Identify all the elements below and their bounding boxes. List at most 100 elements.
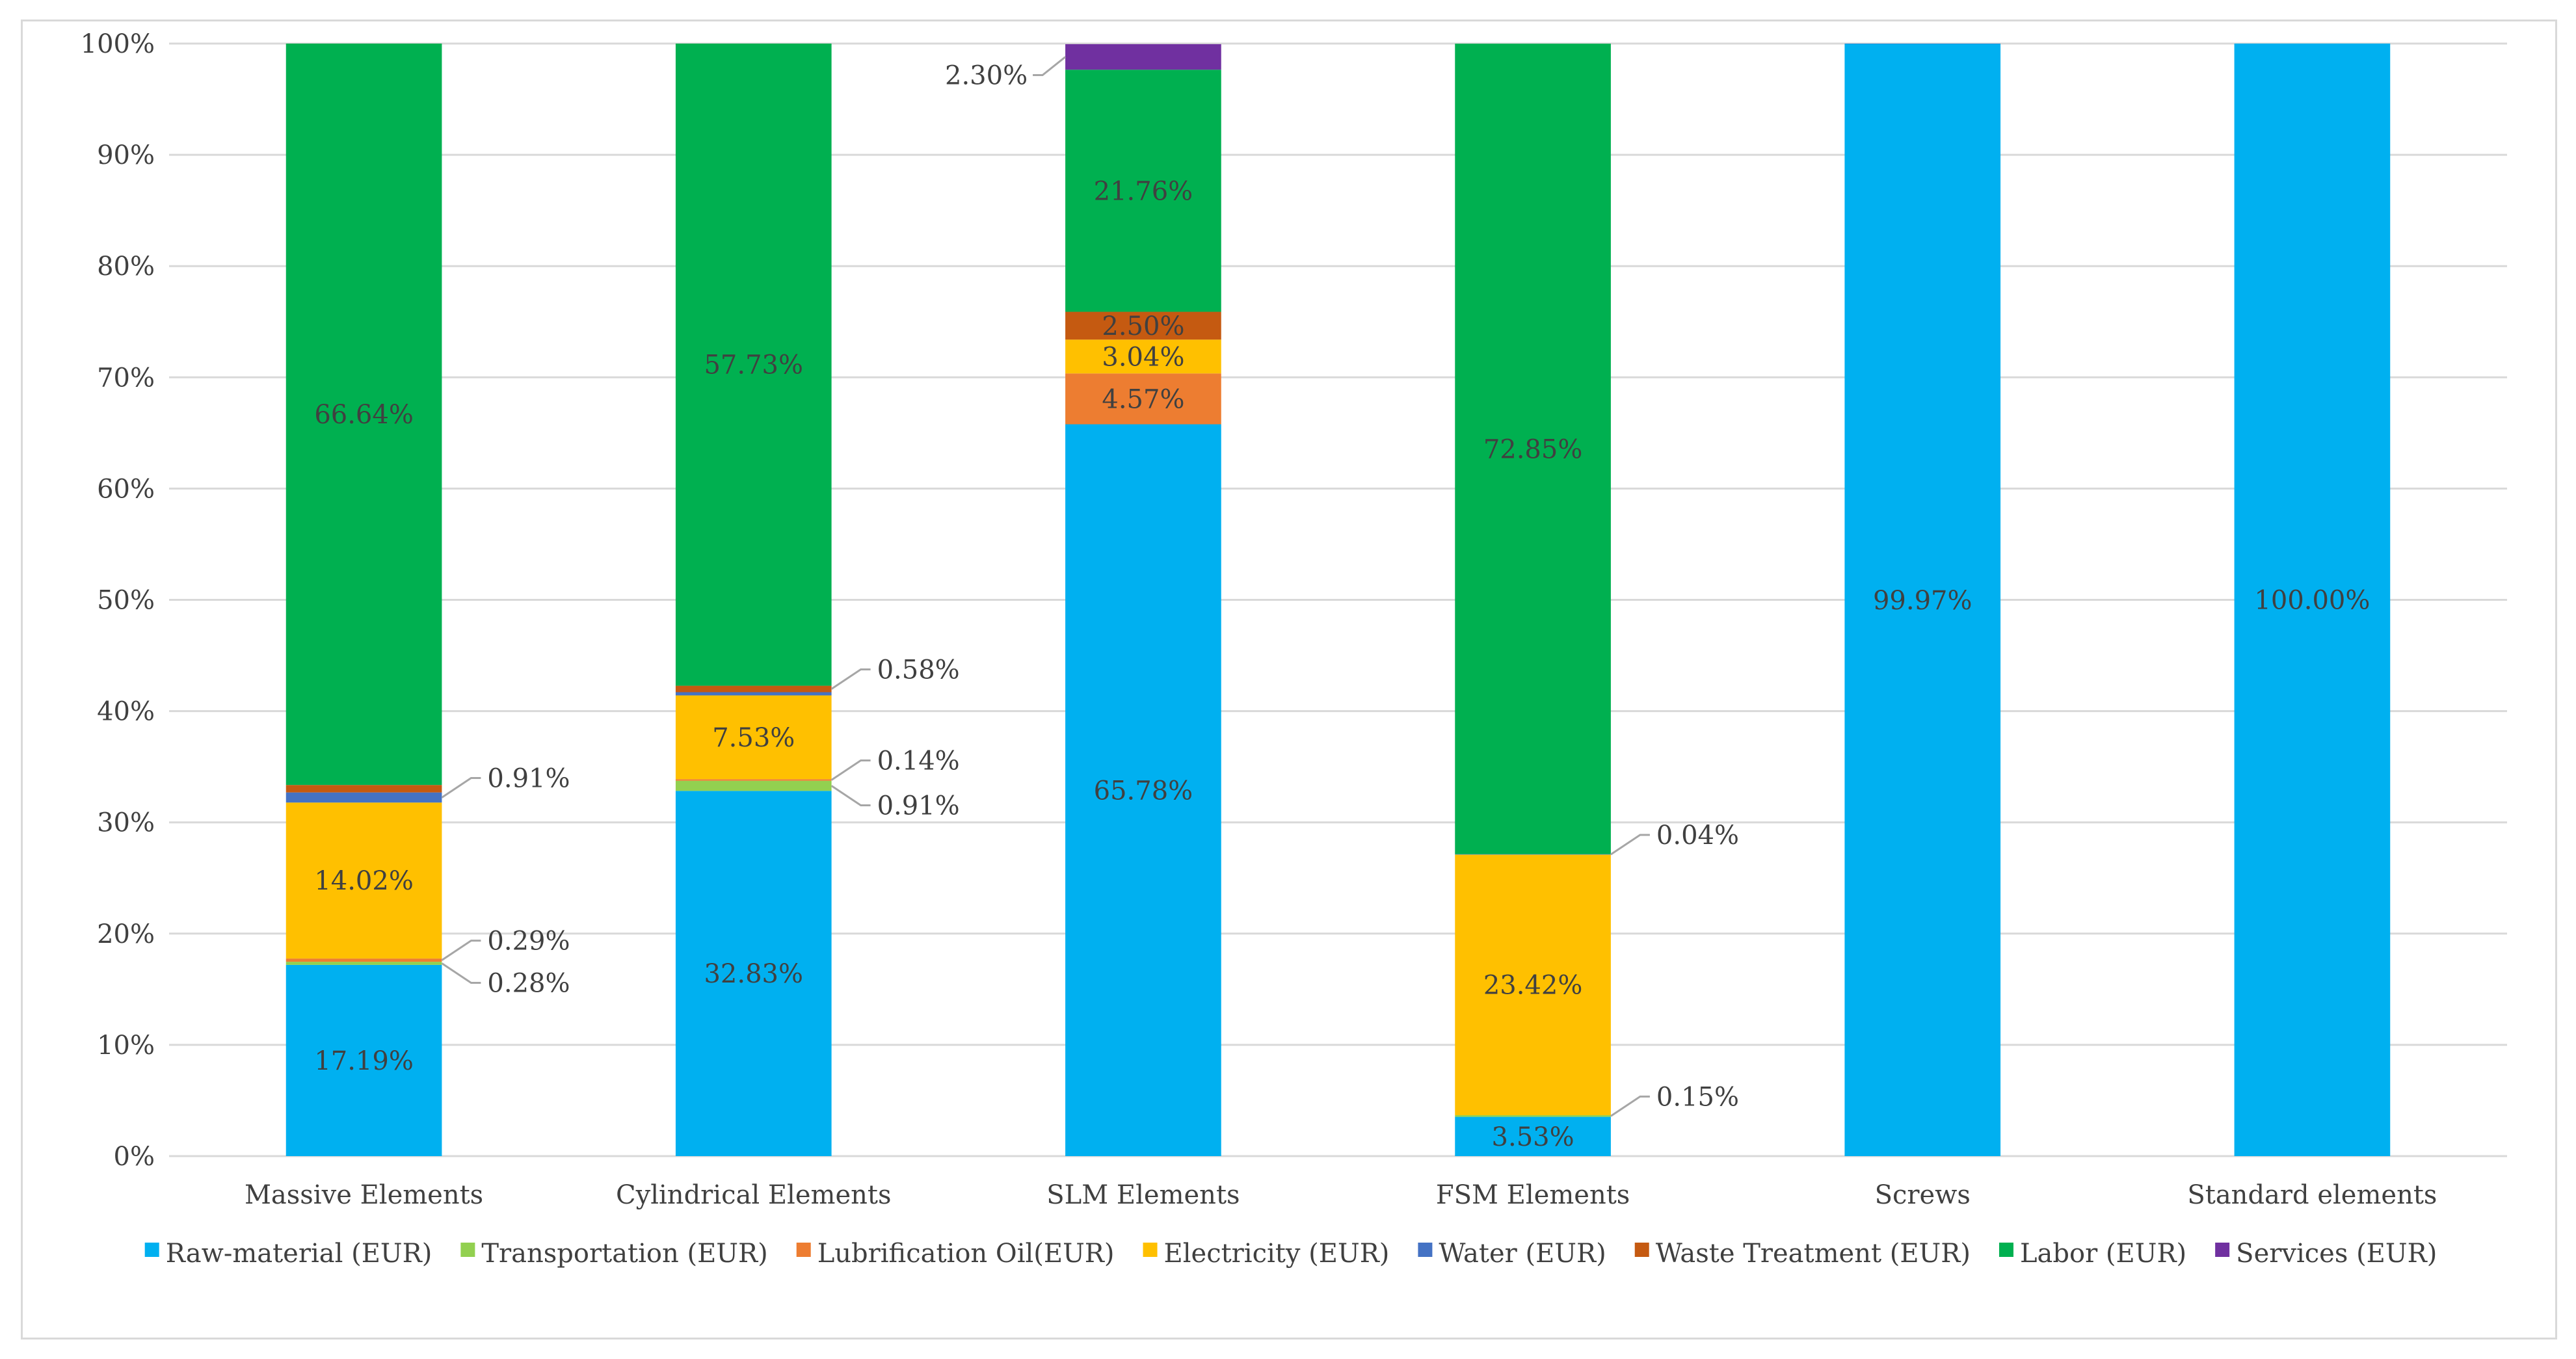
bar-segment <box>1455 44 1611 854</box>
y-tick-label: 60% <box>97 474 155 504</box>
legend-label: Waste Treatment (EUR) <box>1656 1239 1971 1269</box>
bar-segment <box>1455 854 1611 1116</box>
bar-segment <box>285 785 442 793</box>
bar-segment <box>1455 1115 1611 1117</box>
data-label: 100.00% <box>2254 586 2370 616</box>
callout-line <box>441 940 481 961</box>
bar-segment <box>675 685 832 693</box>
y-tick-label: 90% <box>97 140 155 170</box>
bar-segment <box>1455 854 1611 855</box>
bars <box>285 44 2391 1157</box>
bar-segment <box>675 779 832 781</box>
legend-swatch <box>460 1243 475 1257</box>
y-tick-label: 70% <box>97 363 155 393</box>
x-tick-label: Standard elements <box>2187 1180 2437 1210</box>
bar-segment <box>1065 424 1221 1157</box>
legend-swatch <box>144 1243 159 1257</box>
y-tick-label: 0% <box>114 1142 155 1172</box>
data-label: 3.04% <box>1102 342 1184 372</box>
bar-segment <box>285 792 442 803</box>
legend-swatch <box>1998 1243 2013 1257</box>
legend-item: Electricity (EUR) <box>1143 1239 1390 1269</box>
data-label: 0.04% <box>1656 821 1739 851</box>
legend-label: Transportation (EUR) <box>481 1239 767 1269</box>
y-tick-label: 30% <box>97 808 155 838</box>
data-label: 0.29% <box>487 927 570 957</box>
data-label: 0.91% <box>877 791 960 821</box>
legend: Raw-material (EUR) Transportation (EUR) Lu… <box>144 1239 2437 1269</box>
callout-line <box>1033 56 1067 77</box>
data-label: 4.57% <box>1102 384 1184 414</box>
callout-line <box>1610 1095 1650 1117</box>
data-label: 0.14% <box>877 746 960 776</box>
bar-segment <box>675 780 832 791</box>
callout-line <box>441 962 481 984</box>
bar-segment <box>1065 373 1221 425</box>
bar-segment <box>285 958 442 962</box>
data-label: 7.53% <box>712 723 795 753</box>
legend-item: Labor (EUR) <box>1998 1239 2186 1269</box>
y-tick-label: 40% <box>97 697 155 727</box>
x-tick-label: FSM Elements <box>1436 1180 1630 1210</box>
data-label: 57.73% <box>704 350 803 380</box>
bar-segment <box>1065 311 1221 340</box>
data-label: 65.78% <box>1094 776 1193 806</box>
data-label: 23.42% <box>1483 971 1583 1001</box>
data-label: 99.97% <box>1873 586 1972 616</box>
bar-segment <box>675 44 832 686</box>
y-tick-label: 100% <box>81 29 155 59</box>
data-label: 0.15% <box>1656 1082 1739 1112</box>
legend-label: Raw-material (EUR) <box>166 1239 432 1269</box>
y-tick-label: 10% <box>97 1031 155 1061</box>
data-label: 66.64% <box>314 400 414 430</box>
data-label: 17.19% <box>314 1046 414 1076</box>
legend-item: Waste Treatment (EUR) <box>1634 1239 1971 1269</box>
data-label: 14.02% <box>314 866 414 896</box>
data-label: 21.76% <box>1094 176 1193 206</box>
data-label: 0.58% <box>877 655 960 685</box>
y-tick-label: 80% <box>97 252 155 282</box>
stacked-bar-chart: 0% 10% 20% 30% 40% 50% 60% 70% 80% 90% 100% Massive… <box>81 29 2507 1269</box>
legend-label: Electricity (EUR) <box>1164 1239 1390 1269</box>
bar-segment <box>675 791 832 1156</box>
bar-segment <box>1065 70 1221 312</box>
bar-segment <box>1065 44 1221 70</box>
bar-segment <box>285 802 442 959</box>
data-label: 72.85% <box>1483 434 1583 464</box>
legend-item: Services (EUR) <box>2215 1239 2437 1269</box>
data-label: 32.83% <box>704 959 803 989</box>
legend-swatch <box>796 1243 811 1257</box>
bar-segment <box>675 695 832 780</box>
legend-swatch <box>1143 1243 1158 1257</box>
bar-segment <box>1844 44 2001 1156</box>
y-tick-label: 50% <box>97 586 155 616</box>
callout-line <box>1610 834 1650 856</box>
legend-label: Water (EUR) <box>1439 1239 1606 1269</box>
legend-swatch <box>2215 1243 2230 1257</box>
legend-swatch <box>1418 1243 1433 1257</box>
legend-swatch <box>1634 1243 1649 1257</box>
data-label: 3.53% <box>1492 1122 1574 1152</box>
legend-item: Lubrification Oil(EUR) <box>796 1239 1115 1269</box>
bar-segment <box>1065 339 1221 374</box>
callout-line <box>441 776 481 798</box>
legend-item: Transportation (EUR) <box>460 1239 768 1269</box>
data-label: 0.91% <box>487 763 570 793</box>
y-tick-label: 20% <box>97 919 155 949</box>
bar-segment <box>285 44 442 785</box>
data-label: 0.28% <box>487 968 570 998</box>
callout-line <box>830 759 871 781</box>
x-tick-label: Cylindrical Elements <box>616 1180 891 1210</box>
bar-segment <box>285 964 442 1156</box>
chart-frame: 0% 10% 20% 30% 40% 50% 60% 70% 80% 90% 100% Massive… <box>21 20 2557 1339</box>
bar-segment <box>2234 44 2391 1156</box>
axes: 0% 10% 20% 30% 40% 50% 60% 70% 80% 90% 100% Massive… <box>81 29 2507 1210</box>
legend-item: Raw-material (EUR) <box>144 1239 432 1269</box>
x-tick-label: SLM Elements <box>1046 1180 1240 1210</box>
x-tick-label: Screws <box>1875 1180 1971 1210</box>
callout-line <box>830 668 871 690</box>
bar-segment <box>285 962 442 965</box>
data-label: 2.50% <box>1102 311 1184 341</box>
bar-segment <box>675 692 832 696</box>
data-labels: 17.19% 0.28% 0.29% 14.02% 0.91% 66.64% 32.83% 0… <box>314 56 2370 1152</box>
